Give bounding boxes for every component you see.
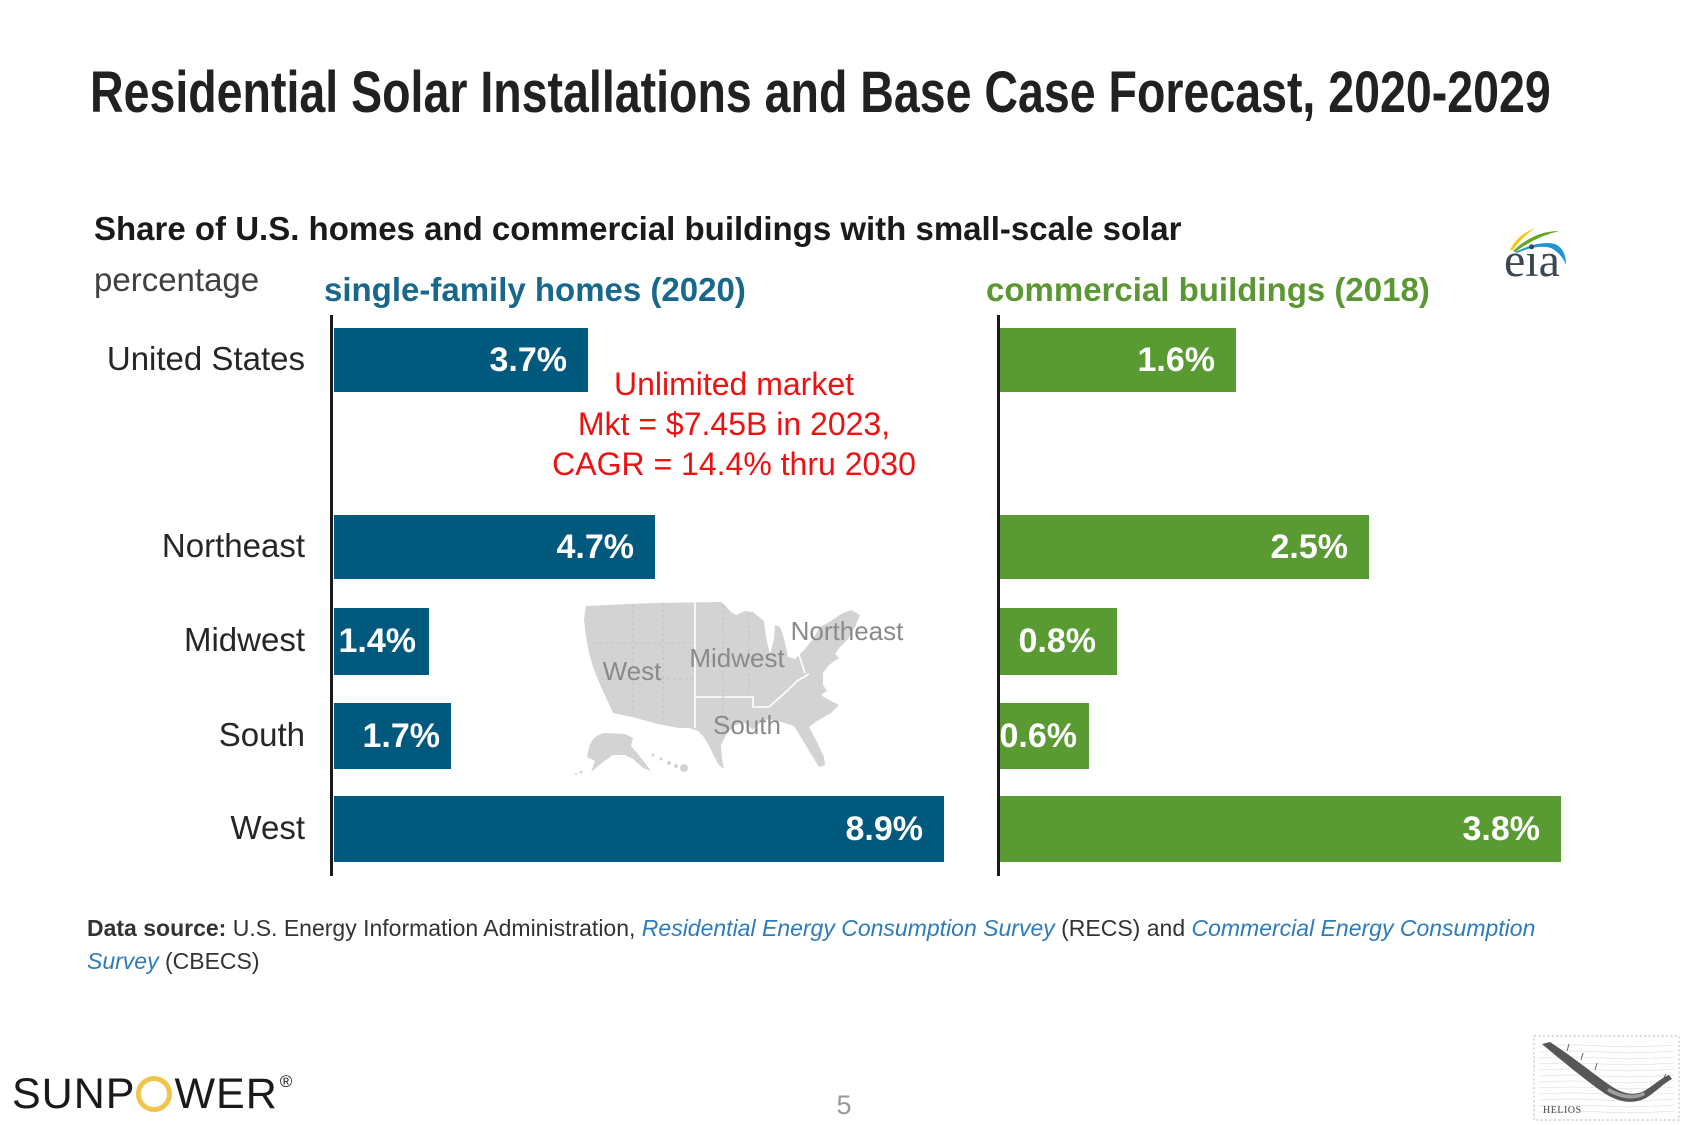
svg-text:South: South [713, 710, 781, 740]
svg-text:Midwest: Midwest [689, 643, 785, 673]
svg-text:HELIOS: HELIOS [1543, 1105, 1582, 1116]
svg-text:Northeast: Northeast [791, 616, 904, 646]
svg-text:West: West [603, 656, 663, 686]
svg-text:eia: eia [1504, 234, 1560, 282]
